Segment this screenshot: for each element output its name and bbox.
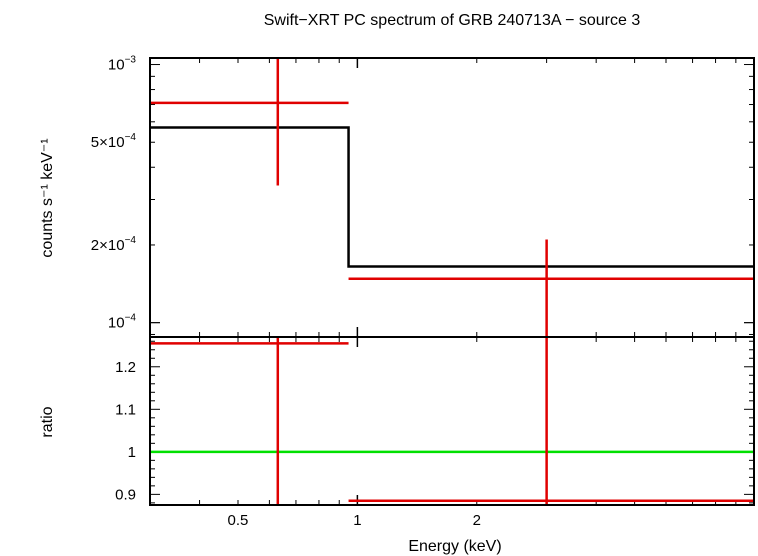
y-tick-label: 5×10−4 [91, 132, 137, 151]
y-tick-label: 1.2 [115, 359, 136, 376]
top-y-axis-label: counts s⁻¹ keV⁻¹ [39, 138, 56, 257]
y-tick-label: 0.9 [115, 486, 136, 503]
ratio-point [348, 337, 754, 505]
top-panel-frame [149, 57, 755, 338]
bottom-panel-frame [149, 336, 755, 506]
x-tick-label: 2 [473, 512, 481, 529]
data-point [150, 58, 349, 186]
y-tick-label: 2×10−4 [91, 235, 137, 254]
model-step-line [150, 126, 754, 268]
bottom-panel: 0.5 1 2 1.2 1.1 1 0.9 [115, 336, 755, 529]
x-axis-label: Energy (keV) [408, 538, 501, 555]
y-tick-label: 1.1 [115, 401, 136, 418]
y-tick-label: 1 [128, 444, 136, 461]
ratio-point [150, 337, 349, 505]
top-panel: 10−3 5×10−4 2×10−4 10−4 [91, 55, 755, 338]
x-tick-label: 1 [353, 512, 361, 529]
y-tick-label: 10−3 [108, 55, 137, 74]
chart-title: Swift−XRT PC spectrum of GRB 240713A − s… [264, 12, 641, 29]
bottom-panel-border [149, 336, 755, 506]
x-tick-label: 0.5 [228, 512, 249, 529]
top-panel-border [149, 57, 755, 338]
y-tick-label: 10−4 [108, 313, 137, 332]
bottom-y-axis-label: ratio [39, 406, 56, 437]
data-point [348, 239, 754, 337]
